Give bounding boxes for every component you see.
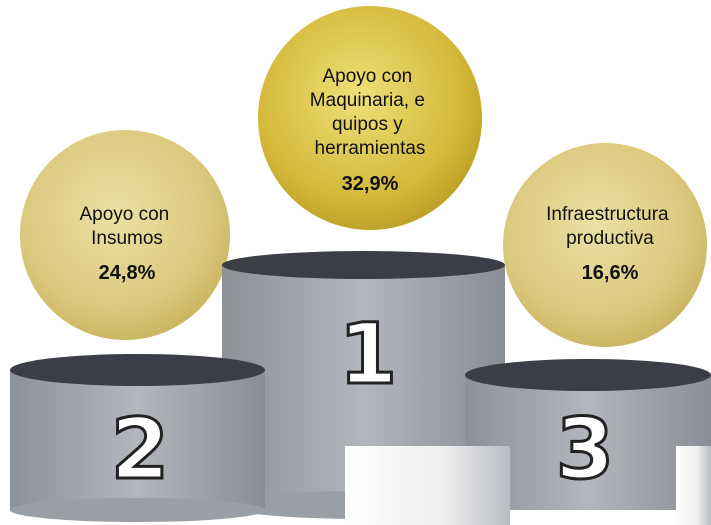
highlight bbox=[345, 446, 510, 525]
percentage: 24,8% bbox=[99, 262, 156, 284]
label-line: Insumos bbox=[91, 228, 163, 249]
podium-diagram: 1 2 3 Apoyo con Maquinaria, e quipos y h… bbox=[0, 0, 711, 525]
rank-number: 1 bbox=[339, 305, 397, 403]
rank-number: 3 bbox=[556, 400, 614, 498]
rank-number: 2 bbox=[111, 400, 169, 498]
label-line: Infraestructura bbox=[546, 204, 669, 225]
label-line: quipos y bbox=[332, 114, 403, 135]
label-line: Maquinaria, e bbox=[310, 90, 425, 111]
label-line: productiva bbox=[566, 228, 654, 249]
label-line: Apoyo con bbox=[79, 204, 169, 225]
label-line: Apoyo con bbox=[322, 66, 412, 87]
highlight bbox=[676, 446, 711, 525]
label-line: herramientas bbox=[315, 138, 426, 159]
percentage: 32,9% bbox=[342, 173, 399, 195]
percentage: 16,6% bbox=[582, 262, 639, 284]
